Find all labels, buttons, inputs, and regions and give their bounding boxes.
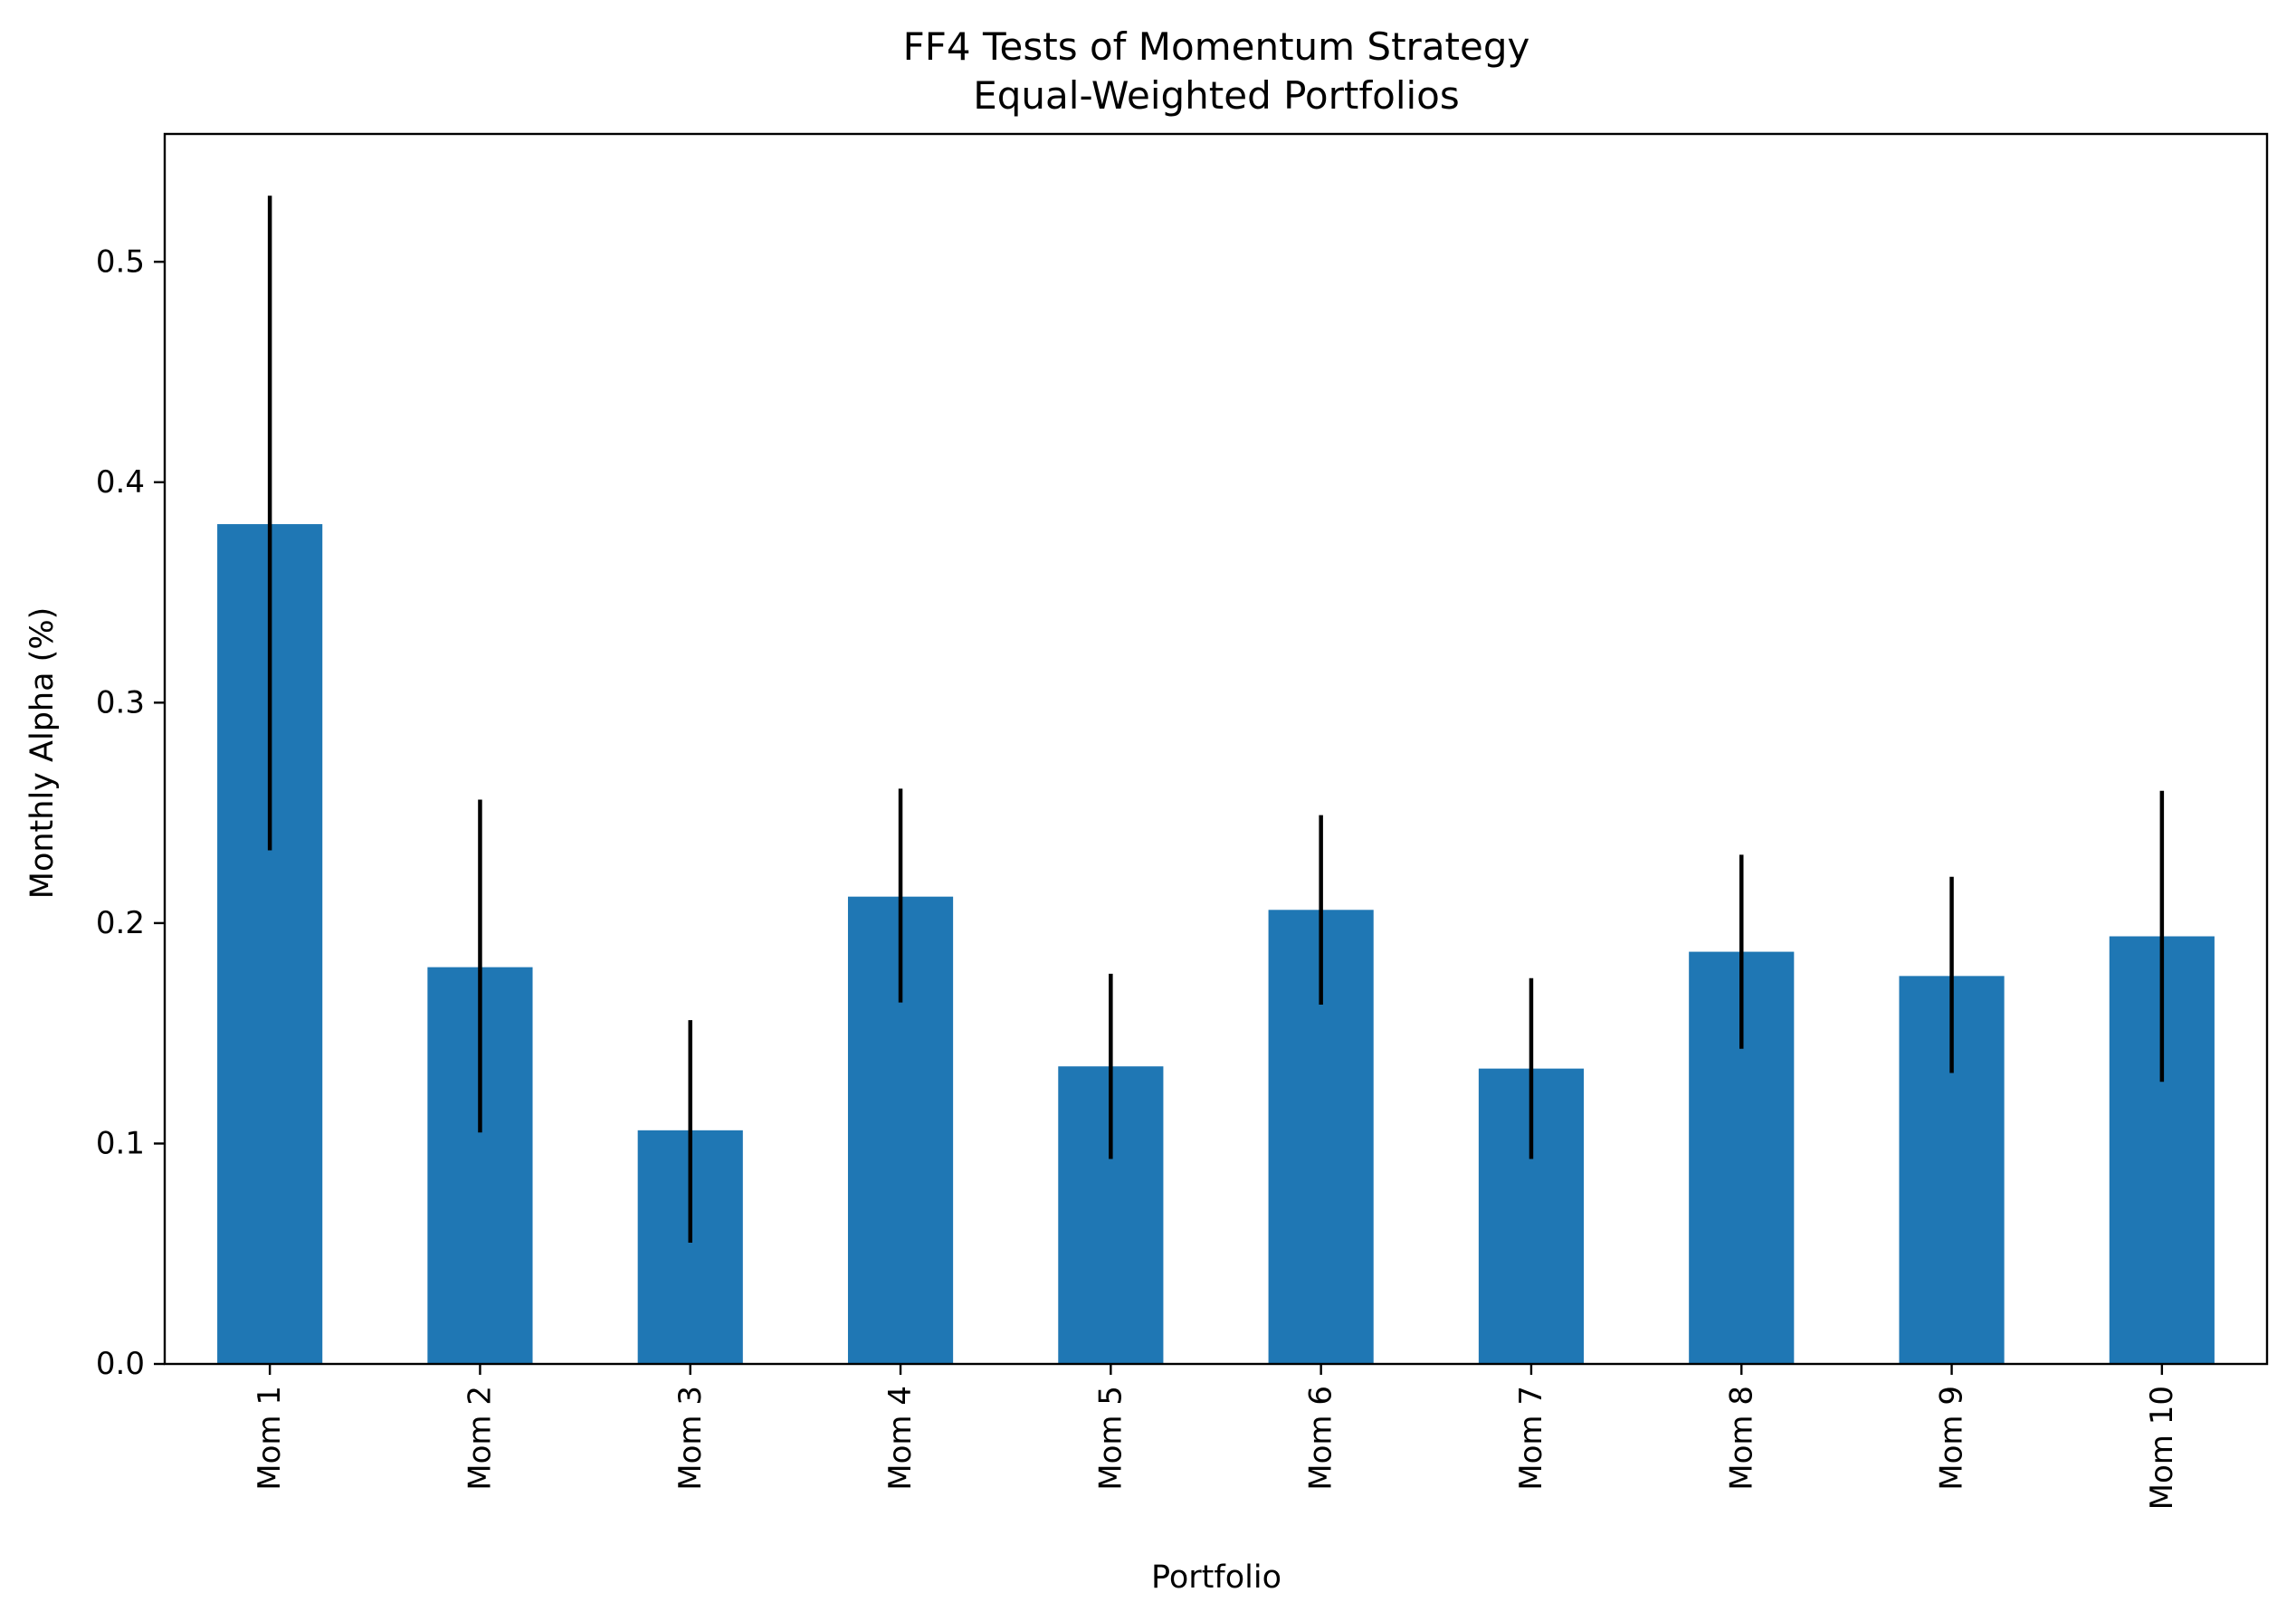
- x-tick-label: Mom 3: [672, 1386, 709, 1491]
- error-bars-group: [267, 195, 2165, 1244]
- y-axis-label: Monthly Alpha (%): [24, 607, 61, 899]
- x-axis-label: Portfolio: [1151, 1559, 1281, 1596]
- y-tick-label: 0.5: [96, 243, 145, 280]
- x-tick-label: Mom 5: [1092, 1386, 1129, 1491]
- chart-title: FF4 Tests of Momentum Strategy: [903, 24, 1530, 69]
- x-axis-ticks: Mom 1 Mom 2 Mom 3 Mom 4 Mom 5 Mom 6 Mom 7 Mom 8…: [252, 1364, 2180, 1510]
- y-tick-label: 0.0: [96, 1346, 145, 1382]
- chart-subtitle: Equal-Weighted Portfolios: [973, 73, 1460, 118]
- x-tick-label: Mom 10: [2144, 1386, 2180, 1510]
- plot-frame: [163, 132, 2269, 1366]
- x-tick-label: Mom 1: [252, 1386, 288, 1491]
- y-tick-label: 0.3: [96, 684, 145, 720]
- y-tick-label: 0.4: [96, 464, 145, 501]
- x-tick-label: Mom 2: [462, 1386, 498, 1491]
- x-tick-label: Mom 6: [1303, 1386, 1339, 1491]
- bars-group: [217, 524, 2215, 1364]
- y-tick-label: 0.2: [96, 905, 145, 941]
- x-tick-label: Mom 8: [1723, 1386, 1759, 1491]
- x-tick-label: Mom 9: [1934, 1386, 1970, 1491]
- x-tick-label: Mom 4: [882, 1386, 919, 1491]
- y-axis-ticks: 0.0 0.1 0.2 0.3 0.4 0.5: [96, 243, 165, 1382]
- x-tick-label: Mom 7: [1513, 1386, 1549, 1491]
- y-tick-label: 0.1: [96, 1125, 145, 1161]
